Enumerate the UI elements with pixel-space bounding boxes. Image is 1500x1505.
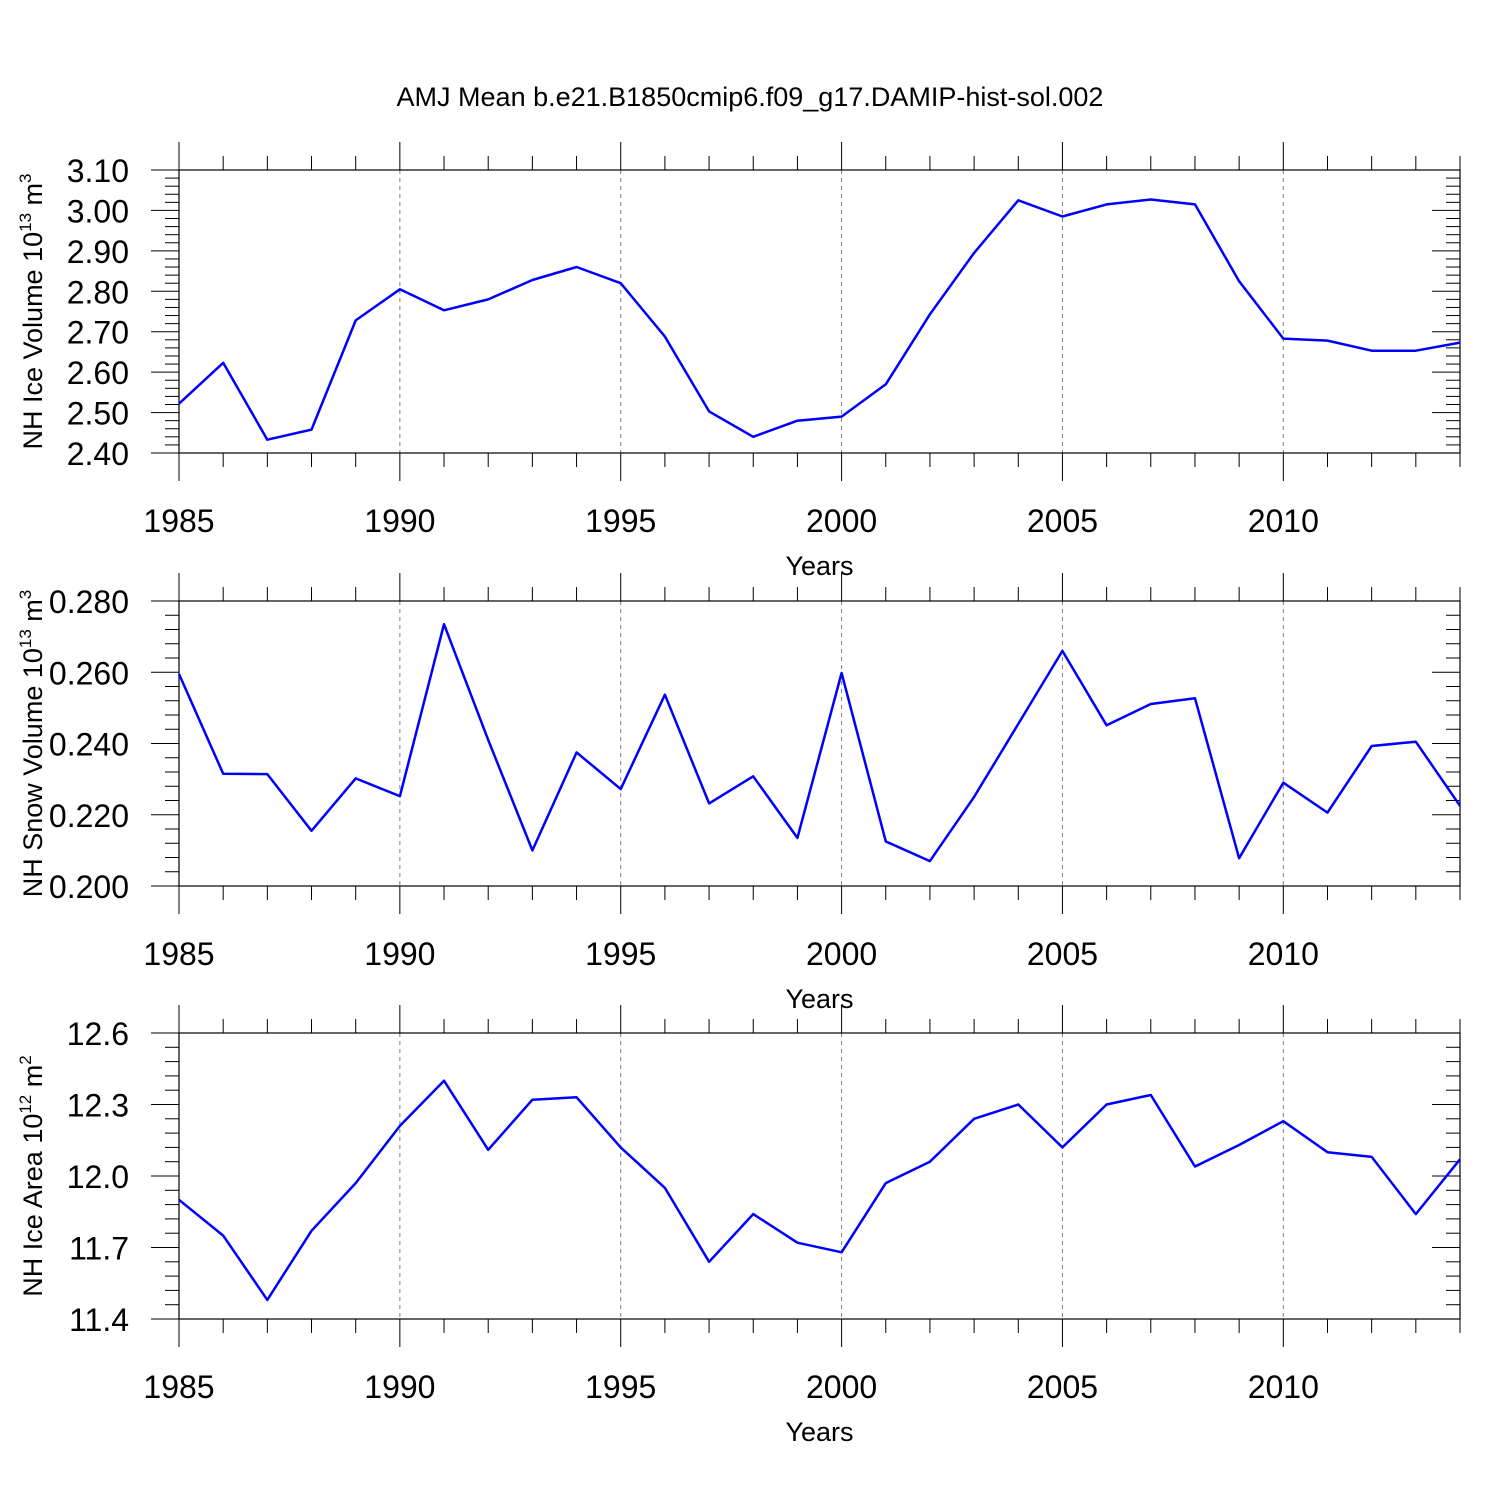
x-tick-label: 1995	[585, 936, 656, 972]
x-tick-label: 1985	[143, 1369, 214, 1405]
y-tick-label: 0.260	[49, 655, 129, 691]
y-tick-label: 11.7	[69, 1231, 129, 1267]
x-tick-label: 2010	[1248, 1369, 1319, 1405]
plot-frame	[178, 169, 1461, 454]
x-tick-label: 1990	[364, 936, 435, 972]
series-line	[177, 622, 1462, 863]
y-tick-label: 2.90	[67, 234, 129, 270]
x-tick-label: 2000	[806, 503, 877, 539]
y-axis-label: NH Ice Area 1012 m2	[16, 1055, 48, 1296]
y-tick-label: 11.4	[69, 1302, 129, 1338]
y-tick-label: 2.50	[67, 396, 129, 432]
x-axis-label: Years	[785, 551, 853, 581]
x-tick-label: 2005	[1027, 936, 1098, 972]
x-tick-label: 1985	[143, 503, 214, 539]
x-tick-label: 2005	[1027, 503, 1098, 539]
x-axis-label: Years	[785, 984, 853, 1014]
y-tick-label: 0.240	[49, 727, 129, 763]
y-axis-label: NH Snow Volume 1013 m3	[16, 590, 48, 898]
x-tick-label: 2000	[806, 1369, 877, 1405]
y-tick-label: 2.40	[67, 436, 129, 472]
y-tick-label: 0.200	[49, 869, 129, 905]
panel-1: 2.40 2.50 2.60 2.70 2.80 2.90 3.00 3.10 1985 1990…	[16, 142, 1461, 581]
x-tick-label: 2000	[806, 936, 877, 972]
x-tick-label: 2005	[1027, 1369, 1098, 1405]
y-tick-label: 3.10	[67, 153, 129, 189]
y-axis-label: NH Ice Volume 1013 m3	[16, 174, 48, 450]
x-tick-label: 1995	[585, 1369, 656, 1405]
y-tick-label: 2.60	[67, 355, 129, 391]
x-tick-label: 2010	[1248, 503, 1319, 539]
x-tick-label: 1985	[143, 936, 214, 972]
y-tick-label: 0.220	[49, 798, 129, 834]
chart-title: AMJ Mean b.e21.B1850cmip6.f09_g17.DAMIP-…	[397, 82, 1104, 112]
x-tick-label: 1990	[364, 503, 435, 539]
series-line	[178, 1079, 1461, 1302]
x-axis-label: Years	[785, 1417, 853, 1447]
y-tick-label: 2.70	[67, 315, 129, 351]
y-tick-label: 12.0	[67, 1159, 129, 1195]
panel-2: 0.200 0.220 0.240 0.260 0.280 1985 1990 1995 200…	[16, 573, 1462, 1014]
y-tick-label: 2.80	[67, 274, 129, 310]
y-tick-label: 12.6	[67, 1016, 129, 1052]
series-line	[178, 198, 1461, 441]
y-tick-label: 3.00	[67, 193, 129, 229]
y-tick-label: 0.280	[49, 584, 129, 620]
x-tick-label: 2010	[1248, 936, 1319, 972]
x-tick-label: 1995	[585, 503, 656, 539]
plot-frame	[178, 600, 1461, 887]
y-tick-label: 12.3	[67, 1088, 129, 1124]
plot-frame	[178, 1032, 1461, 1320]
panel-3: 11.4 11.7 12.0 12.3 12.6 1985 1990 1995 2000 2005…	[16, 1005, 1461, 1447]
x-tick-label: 1990	[364, 1369, 435, 1405]
